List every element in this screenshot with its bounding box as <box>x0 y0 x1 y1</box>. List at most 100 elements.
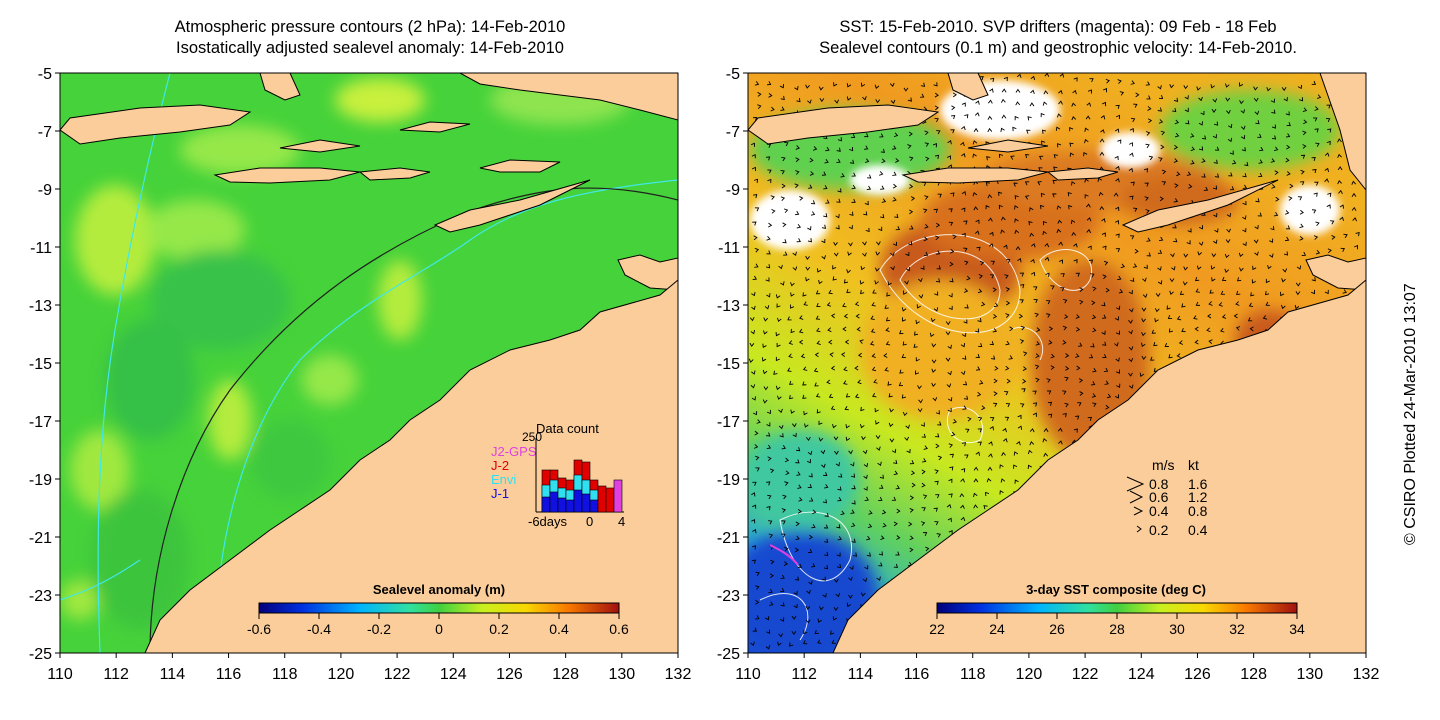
right-lon-label: 120 <box>1016 666 1043 683</box>
vector-arrow <box>784 142 789 147</box>
vector-arrow <box>952 92 957 98</box>
vector-arrow <box>1213 159 1218 164</box>
vector-arrow <box>947 407 952 413</box>
vector-arrow <box>1229 150 1234 155</box>
vector-arrow <box>1227 137 1233 143</box>
land-masses <box>60 73 678 653</box>
right-lat-label: -5 <box>726 66 740 83</box>
vector-arrow <box>796 238 801 243</box>
vector-arrow <box>751 305 756 311</box>
vector-arrow <box>1164 342 1169 347</box>
vector-arrow <box>863 486 868 491</box>
vector-arrow <box>909 495 915 501</box>
vector-arrow <box>896 508 901 514</box>
vector-arrow <box>931 382 936 388</box>
vector-arrow <box>948 478 953 483</box>
vector-arrow <box>860 265 866 271</box>
vector-arrow <box>1311 277 1316 282</box>
vector-arrow <box>960 478 965 483</box>
vector-arrow <box>933 82 938 87</box>
colorbar-tick-label: 0.4 <box>549 621 569 637</box>
vector-arrow <box>790 304 795 309</box>
right-lat-label: -9 <box>726 182 740 199</box>
vector-arrow <box>778 264 783 270</box>
vector-arrow <box>1160 130 1166 136</box>
vector-arrow <box>1241 147 1246 152</box>
vector-arrow <box>870 315 875 320</box>
vector-arrow <box>1181 303 1186 308</box>
vector-arrow <box>1324 289 1329 295</box>
vector-arrow <box>1041 129 1047 134</box>
vector-arrow <box>1047 401 1053 406</box>
vector-arrow <box>790 282 795 287</box>
vector-arrow <box>1208 301 1213 306</box>
vector-arrow <box>1115 330 1120 335</box>
vector-arrow <box>751 545 757 550</box>
vector-arrow <box>885 327 890 333</box>
sealevel-anomaly-blobs <box>60 75 630 630</box>
vector-arrow <box>1085 115 1091 120</box>
vector-arrow <box>979 260 985 266</box>
vector-arrow <box>1030 75 1036 81</box>
vector-arrow <box>934 105 939 111</box>
vector-arrow <box>922 458 927 463</box>
vector-arrow <box>851 184 856 190</box>
vector-arrow <box>1258 159 1263 164</box>
left-map: -5 -7 -9 -11 -13 -15 -17 -19 -21 -23 -25 110 112 114 1… <box>29 66 692 683</box>
vector-arrow <box>1300 169 1305 175</box>
vector-arrow <box>993 378 998 384</box>
vector-arrow <box>903 87 909 92</box>
vector-arrow <box>921 482 926 488</box>
vector-arrow <box>1351 192 1357 197</box>
inset-legend-envi: Envi <box>491 472 516 487</box>
vector-arrow <box>771 208 776 214</box>
vector-arrow <box>951 105 956 111</box>
vector-arrow <box>963 319 968 324</box>
vector-arrow <box>1193 315 1198 320</box>
vector-arrow <box>1254 251 1259 256</box>
vector-arrow <box>1000 216 1006 221</box>
vector-arrow <box>878 226 883 232</box>
vector-arrow <box>1143 168 1149 173</box>
vector-arrow <box>780 574 785 579</box>
vector-arrow <box>779 433 784 438</box>
vector-arrow <box>781 520 786 525</box>
vector-arrow <box>1025 154 1030 159</box>
vector-arrow <box>880 148 886 153</box>
vector-arrow <box>1158 94 1164 100</box>
vector-arrow <box>937 193 942 198</box>
vector-arrow <box>1240 109 1246 114</box>
vector-arrow <box>1172 224 1177 229</box>
vector-arrow <box>902 341 907 346</box>
vector-arrow <box>947 517 952 522</box>
vector-arrow <box>1090 273 1095 278</box>
vector-arrow <box>998 204 1003 210</box>
vector-arrow <box>1288 196 1293 201</box>
vector-arrow <box>792 266 798 271</box>
vector-arrow <box>1285 133 1291 138</box>
vector-arrow <box>918 399 923 404</box>
vector-arrow <box>874 280 879 285</box>
vector-arrow <box>1220 327 1225 333</box>
vector-arrow <box>1206 327 1211 333</box>
vector-arrow <box>1210 84 1215 89</box>
vector-arrow <box>838 473 843 478</box>
vector-arrow <box>987 194 993 199</box>
drifter-track <box>769 544 799 566</box>
vector-arrow <box>822 593 827 598</box>
vector-arrow <box>1255 198 1260 203</box>
vector-arrow <box>805 436 811 442</box>
vector-arrow <box>1214 121 1219 126</box>
vector-arrow <box>795 157 800 163</box>
vector-arrow <box>933 307 939 312</box>
vector-arrow <box>888 422 894 428</box>
vector-arrow <box>1327 128 1332 133</box>
vector-arrow <box>1102 341 1107 346</box>
vector-arrow <box>833 252 839 257</box>
colorbar-tick-label: 26 <box>1049 621 1065 637</box>
vector-arrow <box>1103 88 1108 93</box>
vector-arrow <box>1075 353 1080 358</box>
vector-arrow <box>1311 157 1316 162</box>
vector-arrow <box>871 302 876 307</box>
vector-arrow <box>920 93 925 98</box>
